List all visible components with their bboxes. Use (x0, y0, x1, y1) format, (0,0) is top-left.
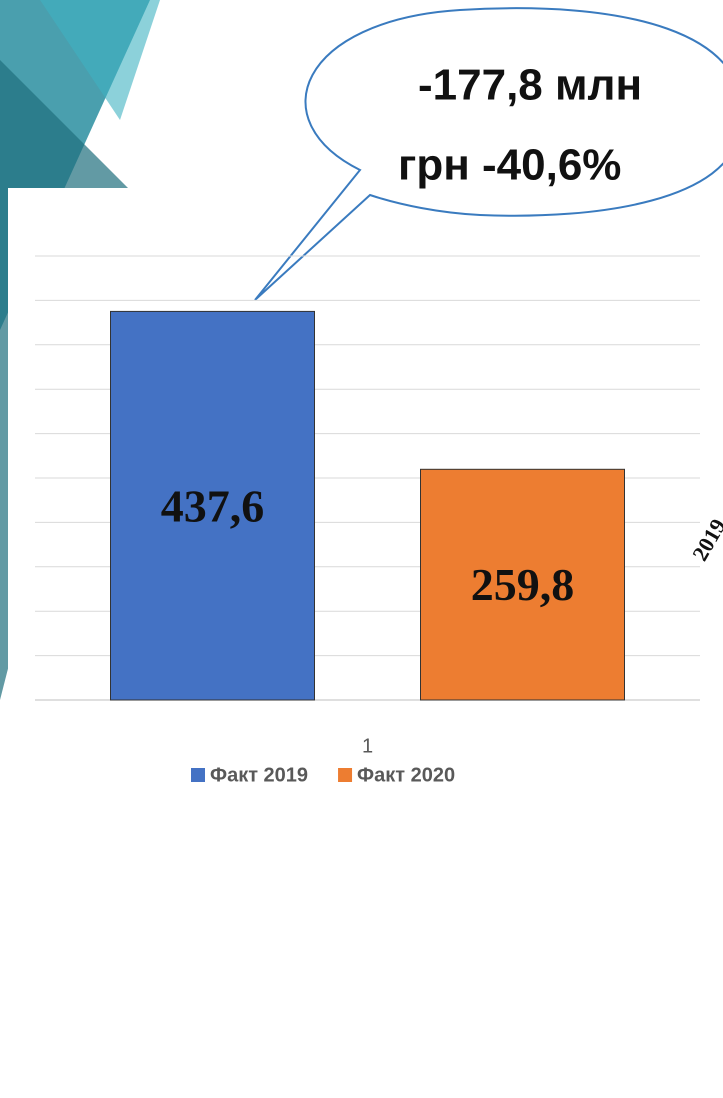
bar (420, 468, 625, 701)
data-label: 437,6 (161, 480, 265, 531)
plot: 1 437,6 259,8 Факт 2019 Факт 2020 (35, 255, 700, 786)
bar (110, 310, 315, 701)
legend-label: Факт 2020 (357, 764, 455, 786)
decor-triangle (40, 0, 160, 120)
annotation: -177,8 млн (418, 61, 642, 110)
legend-label: Факт 2019 (210, 764, 308, 786)
speech-bubble (254, 7, 723, 301)
data-label: 259,8 (471, 559, 575, 610)
annotation: грн -40,6% (398, 141, 621, 190)
legend-swatch (191, 768, 205, 782)
x-tick-label: 1 (362, 735, 373, 757)
legend-swatch (338, 768, 353, 782)
